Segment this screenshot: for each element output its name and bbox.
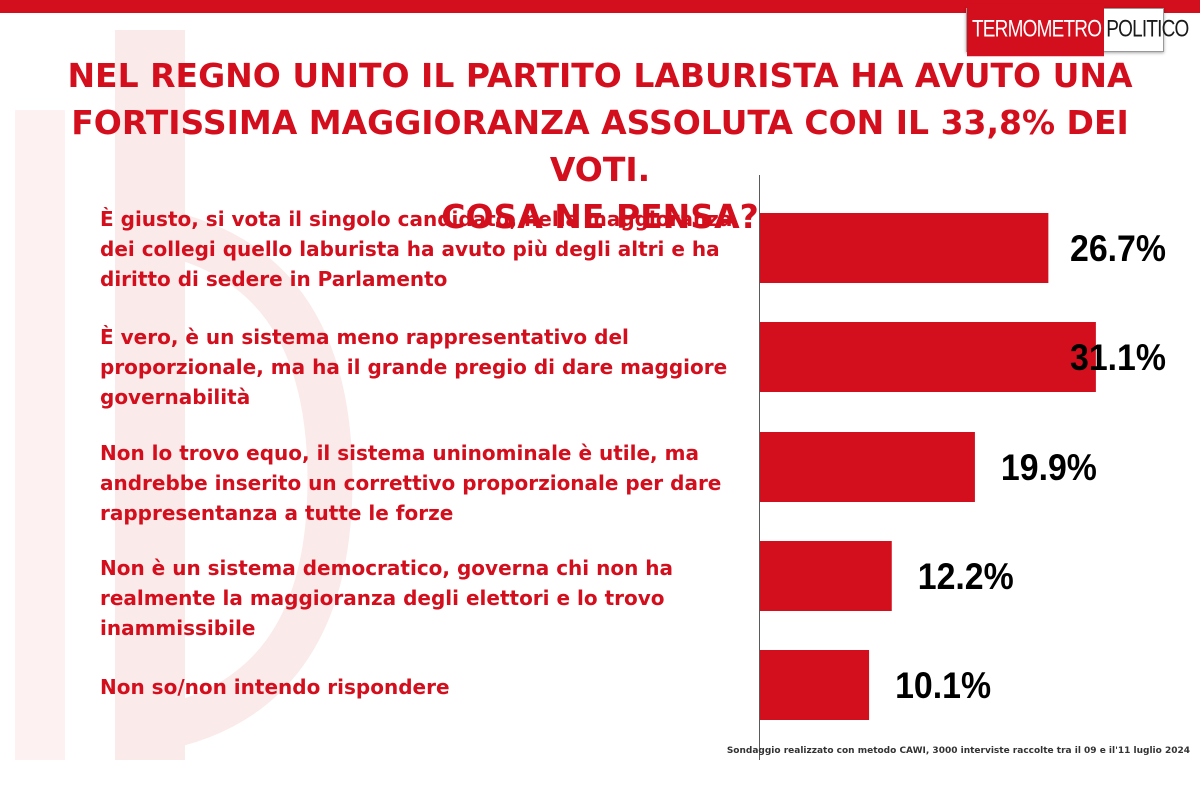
value-label-2: 31.1% [1070,337,1166,378]
value-label-5: 10.1% [895,665,991,706]
value-label-3: 19.9% [1001,447,1097,488]
bar-1 [760,213,1049,283]
chart-axis-line [759,175,760,760]
answer-label-4: Non è un sistema democratico, governa ch… [100,556,674,640]
bar-5 [760,650,870,720]
survey-footnote: Sondaggio realizzato con metodo CAWI, 30… [726,746,1190,756]
bar-4 [760,541,892,611]
answer-label-3: Non lo trovo equo, il sistema uninominal… [100,441,722,525]
title-line-3: COSA NE PENSA? [441,197,759,236]
title-line-1: NEL REGNO UNITO IL PARTITO LABURISTA HA … [67,56,1133,95]
answer-label-5: Non so/non intendo rispondere [100,675,450,699]
value-label-1: 26.7% [1070,228,1166,269]
chart-title: NEL REGNO UNITO IL PARTITO LABURISTA HA … [40,52,1160,240]
title-line-2: FORTISSIMA MAGGIORANZA ASSOLUTA CON IL 3… [71,103,1129,189]
bar-3 [760,432,975,502]
top-accent-bar [0,0,1200,13]
answer-label-1: È giusto, si vota il singolo candidato, … [100,207,733,291]
value-label-4: 12.2% [918,556,1014,597]
logo-text-red: TERMOMETRO [967,3,1105,57]
logo-text-dark: POLITICO [1106,16,1189,43]
brand-logo: TERMOMETRO POLITICO [966,3,1189,57]
answer-label-2: È vero, è un sistema meno rappresentativ… [100,325,728,409]
bar-2 [760,322,1096,392]
